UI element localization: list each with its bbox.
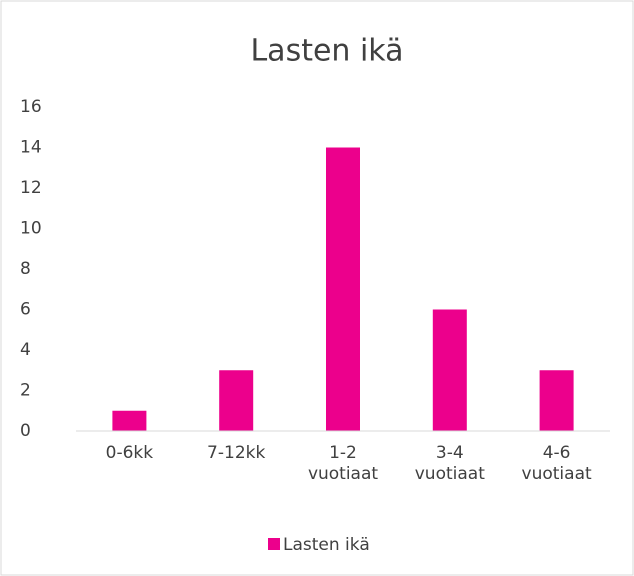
- legend-swatch: [268, 538, 280, 550]
- y-tick-label: 4: [20, 340, 31, 360]
- bar: [219, 370, 254, 431]
- x-tick-label: 1-2 vuotiaat: [307, 443, 379, 484]
- x-tick-label: 3-4 vuotiaat: [414, 443, 485, 484]
- bar: [326, 147, 360, 431]
- x-tick-label: 4-6 vuotiaat: [521, 443, 592, 484]
- bar: [112, 410, 147, 431]
- bar: [432, 309, 467, 431]
- y-tick-label: 6: [20, 300, 31, 320]
- y-tick-label: 10: [20, 219, 42, 239]
- legend-label: Lasten ikä: [283, 535, 370, 555]
- x-tick-label: 7-12kk: [207, 443, 266, 463]
- y-tick-label: 12: [20, 178, 42, 198]
- y-tick-label: 0: [20, 421, 31, 441]
- y-tick-label: 8: [20, 259, 31, 279]
- y-tick-label: 16: [20, 97, 42, 117]
- y-tick-label: 14: [20, 138, 42, 158]
- x-tick-label: 0-6kk: [105, 443, 154, 463]
- chart-title: Lasten ikä: [250, 34, 403, 69]
- y-tick-label: 2: [20, 381, 31, 401]
- bar: [539, 370, 574, 431]
